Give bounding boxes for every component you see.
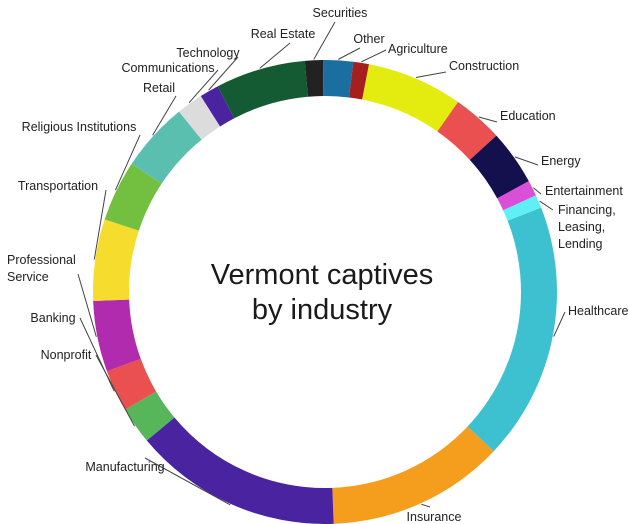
leader-construction [415,71,447,78]
slice-other [323,60,354,98]
slice-professional-service [93,299,141,372]
label-technology: Technology [176,46,240,60]
slice-communications [179,96,221,140]
label-financing-leasing-lending: Financing, Leasing, Lending [558,203,616,251]
slice-financing-leasing-lending [503,195,542,221]
label-healthcare: Healthcare [568,304,628,318]
leader-professional-service [77,273,97,337]
label-retail: Retail [143,81,175,95]
label-nonprofit: Nonprofit [41,348,92,362]
leader-manufacturing [144,457,231,506]
leader-energy [514,156,539,166]
chart-title: Vermont captives by industry [211,259,433,326]
leader-religious-institutions [114,134,141,191]
label-communications: Communications [121,61,214,75]
label-professional-service: Professional Service [7,253,76,284]
donut-slices [93,60,557,524]
slice-healthcare [467,207,557,452]
label-transportation: Transportation [18,179,98,193]
slice-securities [304,60,324,97]
slice-agriculture [348,61,370,100]
label-manufacturing: Manufacturing [85,460,164,474]
slice-real-estate [217,60,308,119]
leader-financing-leasing-lending [539,200,554,211]
leader-other [338,47,361,60]
label-entertainment: Entertainment [545,184,623,198]
slice-transportation [93,219,139,301]
leader-agriculture [361,49,387,63]
slice-nonprofit [125,391,175,441]
slice-energy [469,135,529,199]
leader-insurance [421,503,431,508]
slice-retail [131,111,202,184]
label-religious-institutions: Religious Institutions [22,120,137,134]
slice-entertainment [497,181,536,211]
label-leaders [77,21,566,508]
slice-construction [362,64,459,132]
label-education: Education [500,109,556,123]
slice-technology [200,86,235,127]
leader-real-estate [259,42,291,69]
slice-religious-institutions [104,163,162,231]
leader-transportation [93,189,107,260]
slice-insurance [332,426,494,524]
leader-education [478,116,498,123]
label-other: Other [353,32,384,46]
label-banking: Banking [30,311,75,325]
label-construction: Construction [449,59,519,73]
slice-education [437,101,497,160]
label-agriculture: Agriculture [388,42,448,56]
leader-technology [208,56,239,91]
leader-communications [188,69,219,104]
leader-entertainment [533,187,542,195]
leader-healthcare [553,311,566,337]
leader-banking [79,317,115,392]
slice-manufacturing [146,417,334,524]
leader-securities [313,21,336,60]
label-insurance: Insurance [407,510,462,524]
label-real-estate: Real Estate [251,27,316,41]
label-energy: Energy [541,154,581,168]
leader-retail [152,95,177,136]
label-securities: Securities [313,6,368,20]
